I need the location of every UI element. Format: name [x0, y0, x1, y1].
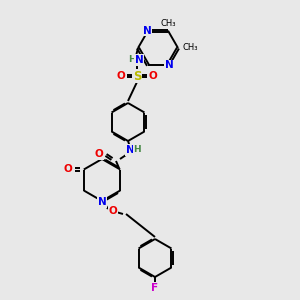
Text: O: O [117, 71, 125, 81]
Text: N: N [165, 60, 173, 70]
Text: CH₃: CH₃ [160, 19, 176, 28]
Text: H: H [133, 146, 141, 154]
Text: N: N [98, 197, 106, 207]
Text: O: O [63, 164, 72, 175]
Text: N: N [126, 145, 134, 155]
Text: CH₃: CH₃ [182, 44, 198, 52]
Text: O: O [94, 149, 103, 159]
Text: O: O [109, 206, 117, 216]
Text: N: N [135, 55, 143, 65]
Text: S: S [133, 70, 141, 83]
Text: F: F [152, 283, 159, 293]
Text: N: N [142, 26, 152, 36]
Text: O: O [148, 71, 158, 81]
Text: H: H [128, 56, 136, 64]
